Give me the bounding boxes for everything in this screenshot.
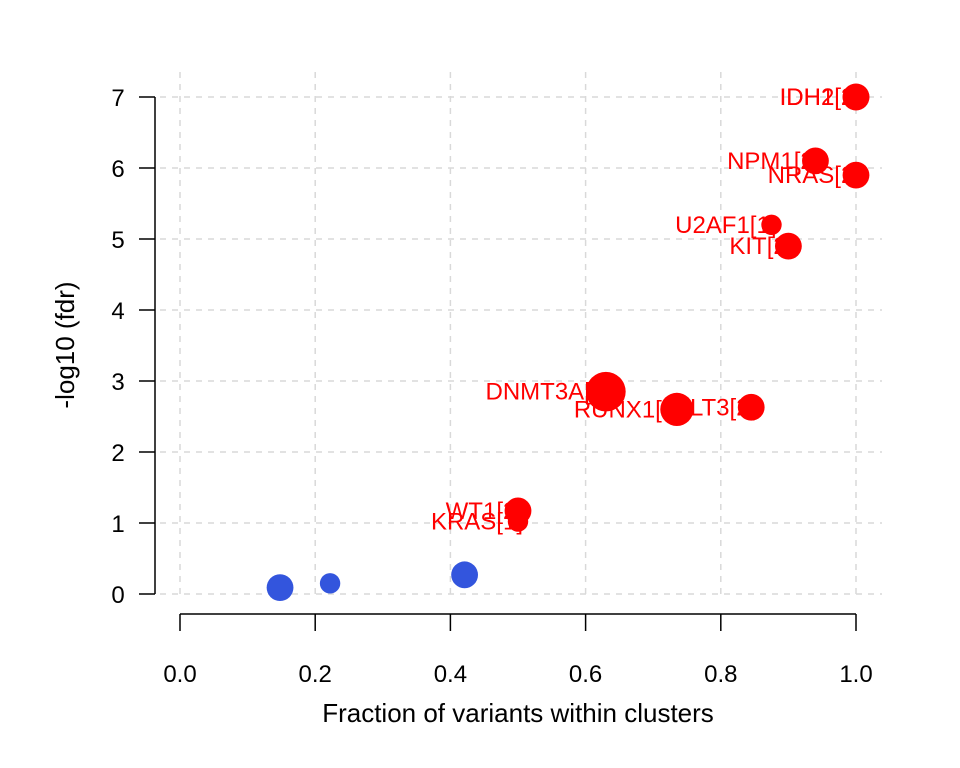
data-point-significant xyxy=(802,147,829,175)
point-label: WT1[2] xyxy=(446,498,523,525)
data-point-significant xyxy=(775,232,802,260)
point-label: KRAS[1] xyxy=(431,509,523,536)
y-tick-label: 3 xyxy=(111,369,124,396)
point-label: RUNX1[3] xyxy=(574,396,682,423)
data-points xyxy=(266,83,870,602)
data-point-significant xyxy=(586,371,626,412)
point-labels: IDH1[2]IDH2[2] NPM1[2]NRAS[2] U2AF1[1]KIT[… xyxy=(431,84,861,536)
y-tick-label: 1 xyxy=(111,511,124,538)
data-point-non-significant xyxy=(319,573,341,594)
point-label: U2AF1[1] xyxy=(675,212,776,239)
x-tick-label: 0.8 xyxy=(704,661,737,688)
y-axis-title: -log10 (fdr) xyxy=(50,281,80,408)
data-point-significant xyxy=(660,392,694,426)
point-label: DNMT3A[4] xyxy=(486,379,611,406)
x-tick-label: 1.0 xyxy=(839,661,872,688)
axes: 0 1 2 3 4 5 6 7 0.0 0.2 0.4 0.6 0.8 1.0 xyxy=(111,85,872,688)
point-label: NRAS[2] xyxy=(768,162,861,189)
x-tick-label: 0.0 xyxy=(163,661,196,688)
x-tick-label: 0.2 xyxy=(299,661,332,688)
data-point-significant xyxy=(842,83,870,111)
point-label: NPM1[2] xyxy=(727,148,820,175)
data-point-significant xyxy=(761,214,782,235)
point-label: IDH2[2] xyxy=(780,84,861,111)
x-tick-label: 0.4 xyxy=(434,661,467,688)
data-point-non-significant xyxy=(451,561,478,589)
point-label: KIT[2] xyxy=(729,233,793,260)
y-tick-label: 7 xyxy=(111,85,124,112)
y-tick-label: 6 xyxy=(111,156,124,183)
point-label: FLT3[2] xyxy=(675,394,756,421)
data-point-significant xyxy=(737,393,765,421)
y-tick-label: 4 xyxy=(111,298,124,325)
data-point-significant xyxy=(507,511,529,532)
y-tick-label: 2 xyxy=(111,440,124,467)
y-tick-label: 5 xyxy=(111,227,124,254)
data-point-significant xyxy=(842,161,870,189)
data-point-non-significant xyxy=(266,574,294,602)
x-tick-label: 0.6 xyxy=(569,661,602,688)
y-tick-label: 0 xyxy=(111,582,124,609)
point-label: IDH1[2] xyxy=(780,84,861,111)
x-axis-title: Fraction of variants within clusters xyxy=(322,698,714,728)
